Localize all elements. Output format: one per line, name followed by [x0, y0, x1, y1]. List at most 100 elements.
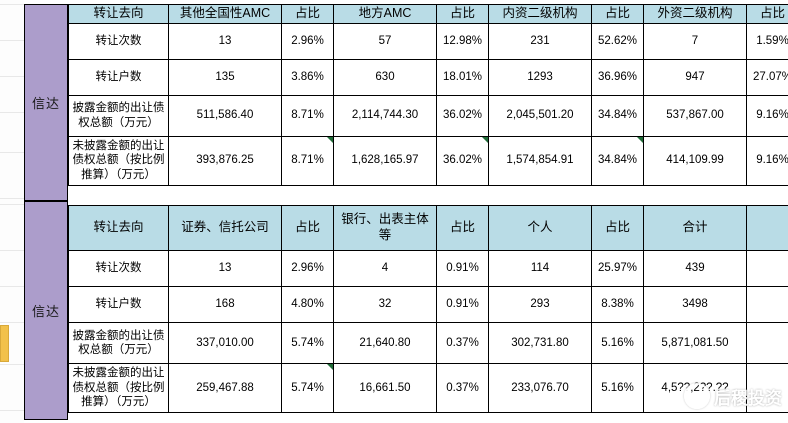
row-label: 未披露金额的出让债权总额（按比例推算）（万元） [68, 135, 169, 186]
row-label: 未披露金额的出让债权总额（按比例推算）（万元） [68, 363, 169, 413]
cell-value: 114 [488, 250, 592, 287]
th-individual: 个人 [488, 205, 592, 251]
table-bottom-header-row: 转让去向 证券、信托公司 占比 银行、出表主体等 占比 个人 占比 合计 [68, 205, 788, 251]
cell-value: 168 [168, 286, 282, 323]
th-share-2: 占比 [436, 4, 489, 24]
cell-value: 8.38% [591, 286, 644, 323]
th-transfer-destination: 转让去向 [68, 4, 169, 24]
table-row: 转让户数 168 4.80% 32 0.91% 293 8.38% 3498 [68, 286, 788, 323]
row-selection-marker[interactable] [0, 325, 9, 362]
cell-value: 2.96% [281, 250, 334, 287]
cell-value: 2.96% [281, 22, 334, 60]
th-share-2: 占比 [436, 205, 489, 251]
cell-value: 630 [333, 58, 437, 96]
th-share-1: 占比 [281, 4, 334, 24]
cell-value: 3498 [643, 286, 747, 323]
group-label-bottom: 信达 [24, 201, 68, 420]
cell-value: 537,867.00 [643, 94, 747, 137]
cell-value: 36.02% [436, 94, 489, 137]
th-share-3: 占比 [591, 4, 644, 24]
transfer-destination-table-bottom: 转让去向 证券、信托公司 占比 银行、出表主体等 占比 个人 占比 合计 转让次… [68, 205, 788, 413]
cell-value: 9.16% [746, 135, 788, 186]
cell-value: 1293 [488, 58, 592, 96]
cell-value: 8.71% [281, 135, 334, 186]
cell-value: 511,586.40 [168, 94, 282, 137]
cell-value: 0.91% [436, 250, 489, 287]
table-row: 转让次数 13 2.96% 57 12.98% 231 52.62% 7 1.5… [68, 22, 788, 60]
cell-value: 393,876.25 [168, 135, 282, 186]
cell-value: 0.91% [436, 286, 489, 323]
cell-value: 5,871,081.50 [643, 322, 747, 364]
cell-value: 34.84% [591, 135, 644, 186]
cell-value: 12.98% [436, 22, 489, 60]
th-domestic-tier2: 内资二级机构 [488, 4, 592, 24]
cell-value: 337,010.00 [168, 322, 282, 364]
th-share-3: 占比 [591, 205, 644, 251]
th-local-amc: 地方AMC [333, 4, 437, 24]
cell-value: 21,640.80 [333, 322, 437, 364]
th-securities-trust: 证券、信托公司 [168, 205, 282, 251]
cell-value: 1.59% [746, 22, 788, 60]
cell-value: 135 [168, 58, 282, 96]
table-row: 未披露金额的出让债权总额（按比例推算）（万元） 259,467.88 5.74%… [68, 363, 788, 413]
cell-value: 2,045,501.20 [488, 94, 592, 137]
cell-value: 5.74% [281, 363, 334, 413]
group-label-bottom-text: 信达 [31, 304, 60, 319]
cell-value: 27.07% [746, 58, 788, 96]
cell-value: 18.01% [436, 58, 489, 96]
cell-value: 57 [333, 22, 437, 60]
cell-value: 0.37% [436, 322, 489, 364]
cell-empty [746, 322, 788, 364]
cell-value: 16,661.50 [333, 363, 437, 413]
cell-value: 0.37% [436, 363, 489, 413]
cell-value: 947 [643, 58, 747, 96]
cell-value: 1,574,854.91 [488, 135, 592, 186]
cell-value: 8.71% [281, 94, 334, 137]
group-label-top-text: 信达 [31, 96, 60, 111]
table-row: 披露金额的出让债权总额（万元） 511,586.40 8.71% 2,114,7… [68, 94, 788, 137]
table-row: 转让户数 135 3.86% 630 18.01% 1293 36.96% 94… [68, 58, 788, 96]
cell-value: 4.80% [281, 286, 334, 323]
table-row: 披露金额的出让债权总额（万元） 337,010.00 5.74% 21,640.… [68, 322, 788, 364]
cell-value: 34.84% [591, 94, 644, 137]
cell-value: 13 [168, 250, 282, 287]
cell-value: 7 [643, 22, 747, 60]
cell-value: 2,114,744.30 [333, 94, 437, 137]
cell-value: 4 [333, 250, 437, 287]
cell-value: 233,076.70 [488, 363, 592, 413]
cell-value: 4,5??,2??.?? [643, 363, 747, 413]
th-transfer-destination: 转让去向 [68, 205, 169, 251]
th-share-1: 占比 [281, 205, 334, 251]
cell-empty [746, 363, 788, 413]
transfer-destination-table-top: 转让去向 其他全国性AMC 占比 地方AMC 占比 内资二级机构 占比 外资二级… [68, 4, 788, 186]
th-other-national-amc: 其他全国性AMC [168, 4, 282, 24]
table-row: 转让次数 13 2.96% 4 0.91% 114 25.97% 439 [68, 250, 788, 287]
row-label: 转让次数 [68, 22, 169, 60]
th-bank-offbalance: 银行、出表主体等 [333, 205, 437, 251]
cell-value: 5.16% [591, 363, 644, 413]
row-label: 披露金额的出让债权总额（万元） [68, 322, 169, 364]
cell-value: 36.02% [436, 135, 489, 186]
th-total: 合计 [643, 205, 747, 251]
cell-value: 36.96% [591, 58, 644, 96]
cell-value: 32 [333, 286, 437, 323]
th-foreign-tier2: 外资二级机构 [643, 4, 747, 24]
cell-value: 414,109.99 [643, 135, 747, 186]
cell-value: 439 [643, 250, 747, 287]
cell-value: 9.16% [746, 94, 788, 137]
cell-value: 25.97% [591, 250, 644, 287]
row-label: 转让户数 [68, 286, 169, 323]
cell-value: 52.62% [591, 22, 644, 60]
cell-value: 293 [488, 286, 592, 323]
cell-value: 5.16% [591, 322, 644, 364]
row-label: 转让次数 [68, 250, 169, 287]
th-empty [746, 205, 788, 251]
group-label-top: 信达 [24, 4, 68, 201]
cell-value: 231 [488, 22, 592, 60]
table-row: 未披露金额的出让债权总额（按比例推算）（万元） 393,876.25 8.71%… [68, 135, 788, 186]
cell-value: 302,731.80 [488, 322, 592, 364]
cell-value: 259,467.88 [168, 363, 282, 413]
cell-empty [746, 250, 788, 287]
cell-value: 13 [168, 22, 282, 60]
